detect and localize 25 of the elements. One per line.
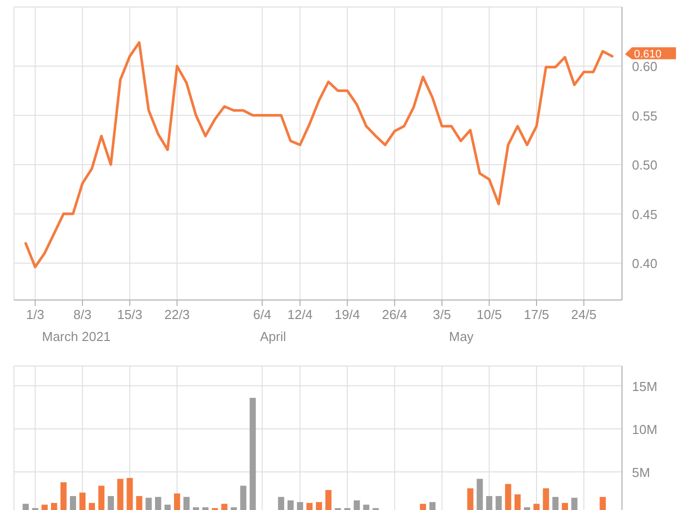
text: April: [260, 329, 286, 344]
x-tick-label: 17/5: [524, 307, 550, 322]
y-tick-label: 0.60: [632, 59, 658, 74]
y-tick-label: 15M: [632, 378, 658, 394]
x-tick-label: 19/4: [334, 307, 360, 322]
y-tick-label: 0.50: [632, 158, 658, 173]
text: May: [449, 329, 474, 344]
x-tick-label: 10/5: [476, 307, 502, 322]
x-tick-label: 26/4: [382, 307, 408, 322]
line-series: [24, 41, 614, 268]
y-tick-label: 0.45: [632, 206, 658, 222]
x-tick-label: 12/4: [287, 307, 313, 322]
x-tick-label: 15/3: [117, 307, 142, 322]
x-tick-label: 3/5: [432, 307, 451, 322]
x-tick-label: 6/4: [253, 307, 272, 322]
x-tick-label: 22/3: [164, 307, 190, 322]
y-tick-label: 5M: [632, 464, 650, 480]
x-tick-label: 24/5: [571, 307, 596, 322]
y-tick-label: 10M: [632, 422, 658, 437]
text: March 2021: [42, 329, 111, 344]
text: 0.610: [634, 48, 662, 61]
y-tick-label: 0.40: [632, 256, 658, 272]
x-tick-label: 1/3: [26, 307, 44, 322]
x-tick-label: 8/3: [73, 307, 92, 322]
y-tick-label: 0.55: [632, 108, 658, 124]
